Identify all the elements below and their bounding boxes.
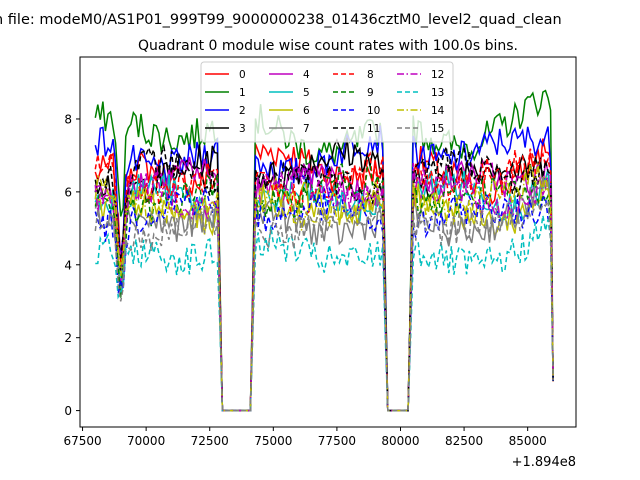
y-tick-label: 2 [64, 331, 72, 345]
x-tick-label: 85000 [509, 434, 547, 448]
legend-label: 5 [303, 87, 310, 99]
axes-border [79, 56, 577, 428]
x-offset-label: +1.894e8 [512, 455, 576, 470]
series-line-3 [94, 137, 554, 412]
series-line-12 [94, 162, 554, 412]
series-layer [94, 89, 554, 412]
series-line-15 [94, 197, 554, 412]
legend-label: 3 [239, 123, 246, 135]
y-axis: 0 2 4 6 8 [64, 112, 80, 418]
y-tick-label: 0 [64, 404, 72, 418]
x-tick-label: 77500 [318, 434, 356, 448]
legend-label: 7 [303, 123, 310, 135]
legend-label: 4 [303, 69, 310, 81]
legend-label: 10 [367, 105, 380, 117]
y-tick-label: 4 [64, 258, 72, 272]
figure-suptitle: n file: modeM0/AS1P01_999T99_9000000238_… [0, 12, 562, 28]
x-tick-label: 80000 [381, 434, 419, 448]
y-tick-label: 6 [64, 185, 72, 199]
y-tick-label: 8 [64, 112, 72, 126]
x-tick-label: 72500 [191, 434, 229, 448]
series-line-2 [94, 125, 554, 412]
legend-label: 14 [431, 105, 445, 117]
series-line-8 [94, 148, 554, 412]
legend-label: 8 [367, 69, 374, 81]
chart-title: Quadrant 0 module wise count rates with … [138, 38, 518, 54]
series-line-11 [94, 143, 554, 412]
legend-label: 0 [239, 69, 246, 81]
legend-label: 6 [303, 105, 310, 117]
legend-label: 1 [239, 87, 246, 99]
x-tick-label: 82500 [445, 434, 483, 448]
series-line-14 [94, 163, 554, 412]
series-line-7 [94, 177, 554, 412]
legend-label: 15 [431, 123, 444, 135]
series-line-13 [95, 215, 554, 412]
x-tick-label: 75000 [254, 434, 292, 448]
legend-box [200, 61, 454, 143]
legend-label: 13 [431, 87, 444, 99]
x-tick-label: 70000 [127, 434, 165, 448]
legend-label: 12 [431, 69, 444, 81]
legend-label: 2 [239, 105, 246, 117]
legend-label: 11 [367, 123, 380, 135]
x-tick-label: 67500 [63, 434, 101, 448]
legend-label: 9 [367, 87, 374, 99]
x-axis: 67500 70000 72500 75000 77500 80000 82500 85000 [63, 427, 547, 448]
